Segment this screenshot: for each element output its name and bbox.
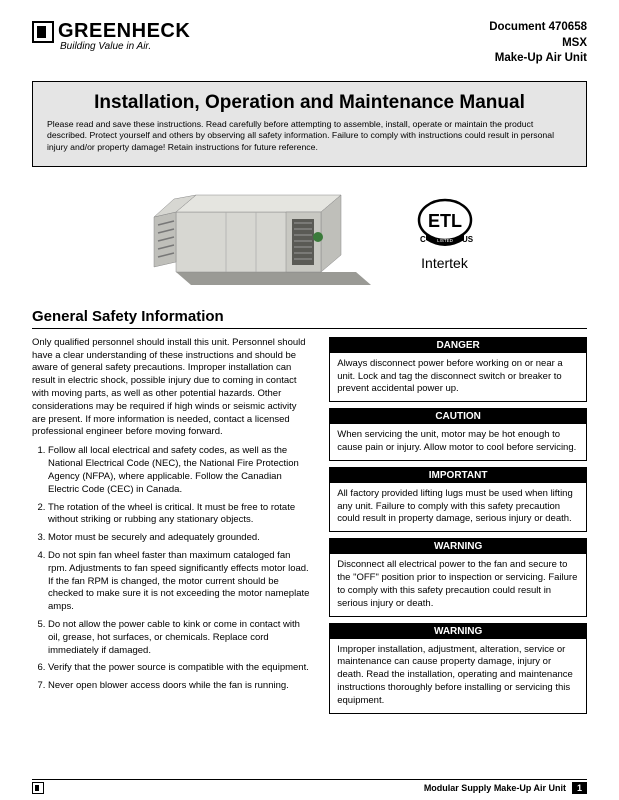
list-item: Verify that the power source is compatib… xyxy=(48,662,311,675)
callout-body: Improper installation, adjustment, alter… xyxy=(330,639,586,713)
manual-intro: Please read and save these instructions.… xyxy=(47,119,572,154)
doc-product: Make-Up Air Unit xyxy=(489,51,587,67)
etl-company: Intertek xyxy=(421,255,468,271)
safety-heading: General Safety Information xyxy=(32,308,587,325)
section-rule xyxy=(32,328,587,329)
callout-body: All factory provided lifting lugs must b… xyxy=(330,483,586,531)
footer-text: Modular Supply Make-Up Air Unit 1 xyxy=(424,782,587,794)
brand-name: GREENHECK xyxy=(58,20,190,43)
title-box: Installation, Operation and Maintenance … xyxy=(32,81,587,167)
callout-header: WARNING xyxy=(330,624,586,639)
etl-us: US xyxy=(462,235,474,244)
content-columns: Only qualified personnel should install … xyxy=(32,337,587,714)
etl-block: ETL LISTED C US Intertek xyxy=(416,198,474,271)
brand-logo-icon xyxy=(32,21,54,43)
intro-paragraph: Only qualified personnel should install … xyxy=(32,337,311,440)
callout-header: CAUTION xyxy=(330,409,586,424)
list-item: The rotation of the wheel is critical. I… xyxy=(48,502,311,528)
hero-row: ETL LISTED C US Intertek xyxy=(32,177,587,292)
etl-listed-icon: ETL LISTED C US xyxy=(416,198,474,253)
doc-model: MSX xyxy=(489,36,587,52)
callout-header: WARNING xyxy=(330,539,586,554)
svg-text:ETL: ETL xyxy=(428,211,462,231)
document-meta: Document 470658 MSX Make-Up Air Unit xyxy=(489,20,587,67)
safety-list: Follow all local electrical and safety c… xyxy=(32,445,311,693)
callout-header: DANGER xyxy=(330,338,586,353)
product-illustration xyxy=(146,177,386,292)
manual-title: Installation, Operation and Maintenance … xyxy=(47,92,572,114)
footer-logo-icon xyxy=(32,782,44,794)
svg-text:LISTED: LISTED xyxy=(437,238,454,243)
callout-body: When servicing the unit, motor may be ho… xyxy=(330,424,586,460)
etl-c: C xyxy=(420,235,426,244)
callout-danger: DANGER Always disconnect power before wo… xyxy=(329,337,587,402)
page-number: 1 xyxy=(572,782,587,794)
callout-body: Disconnect all electrical power to the f… xyxy=(330,554,586,615)
list-item: Do not spin fan wheel faster than maximu… xyxy=(48,550,311,614)
callout-warning: WARNING Improper installation, adjustmen… xyxy=(329,623,587,714)
callout-caution: CAUTION When servicing the unit, motor m… xyxy=(329,408,587,461)
list-item: Do not allow the power cable to kink or … xyxy=(48,619,311,657)
right-column: DANGER Always disconnect power before wo… xyxy=(329,337,587,714)
callout-warning: WARNING Disconnect all electrical power … xyxy=(329,538,587,616)
brand-block: GREENHECK Building Value in Air. xyxy=(32,20,190,52)
list-item: Motor must be securely and adequately gr… xyxy=(48,532,311,545)
list-item: Never open blower access doors while the… xyxy=(48,680,311,693)
footer-title: Modular Supply Make-Up Air Unit xyxy=(424,783,566,793)
callout-important: IMPORTANT All factory provided lifting l… xyxy=(329,467,587,532)
left-column: Only qualified personnel should install … xyxy=(32,337,311,714)
callout-header: IMPORTANT xyxy=(330,468,586,483)
brand-tagline: Building Value in Air. xyxy=(60,41,190,52)
page-footer: Modular Supply Make-Up Air Unit 1 xyxy=(32,779,587,794)
callout-body: Always disconnect power before working o… xyxy=(330,353,586,401)
doc-number: Document 470658 xyxy=(489,20,587,36)
list-item: Follow all local electrical and safety c… xyxy=(48,445,311,496)
page-header: GREENHECK Building Value in Air. Documen… xyxy=(32,20,587,67)
brand-row: GREENHECK xyxy=(32,20,190,43)
